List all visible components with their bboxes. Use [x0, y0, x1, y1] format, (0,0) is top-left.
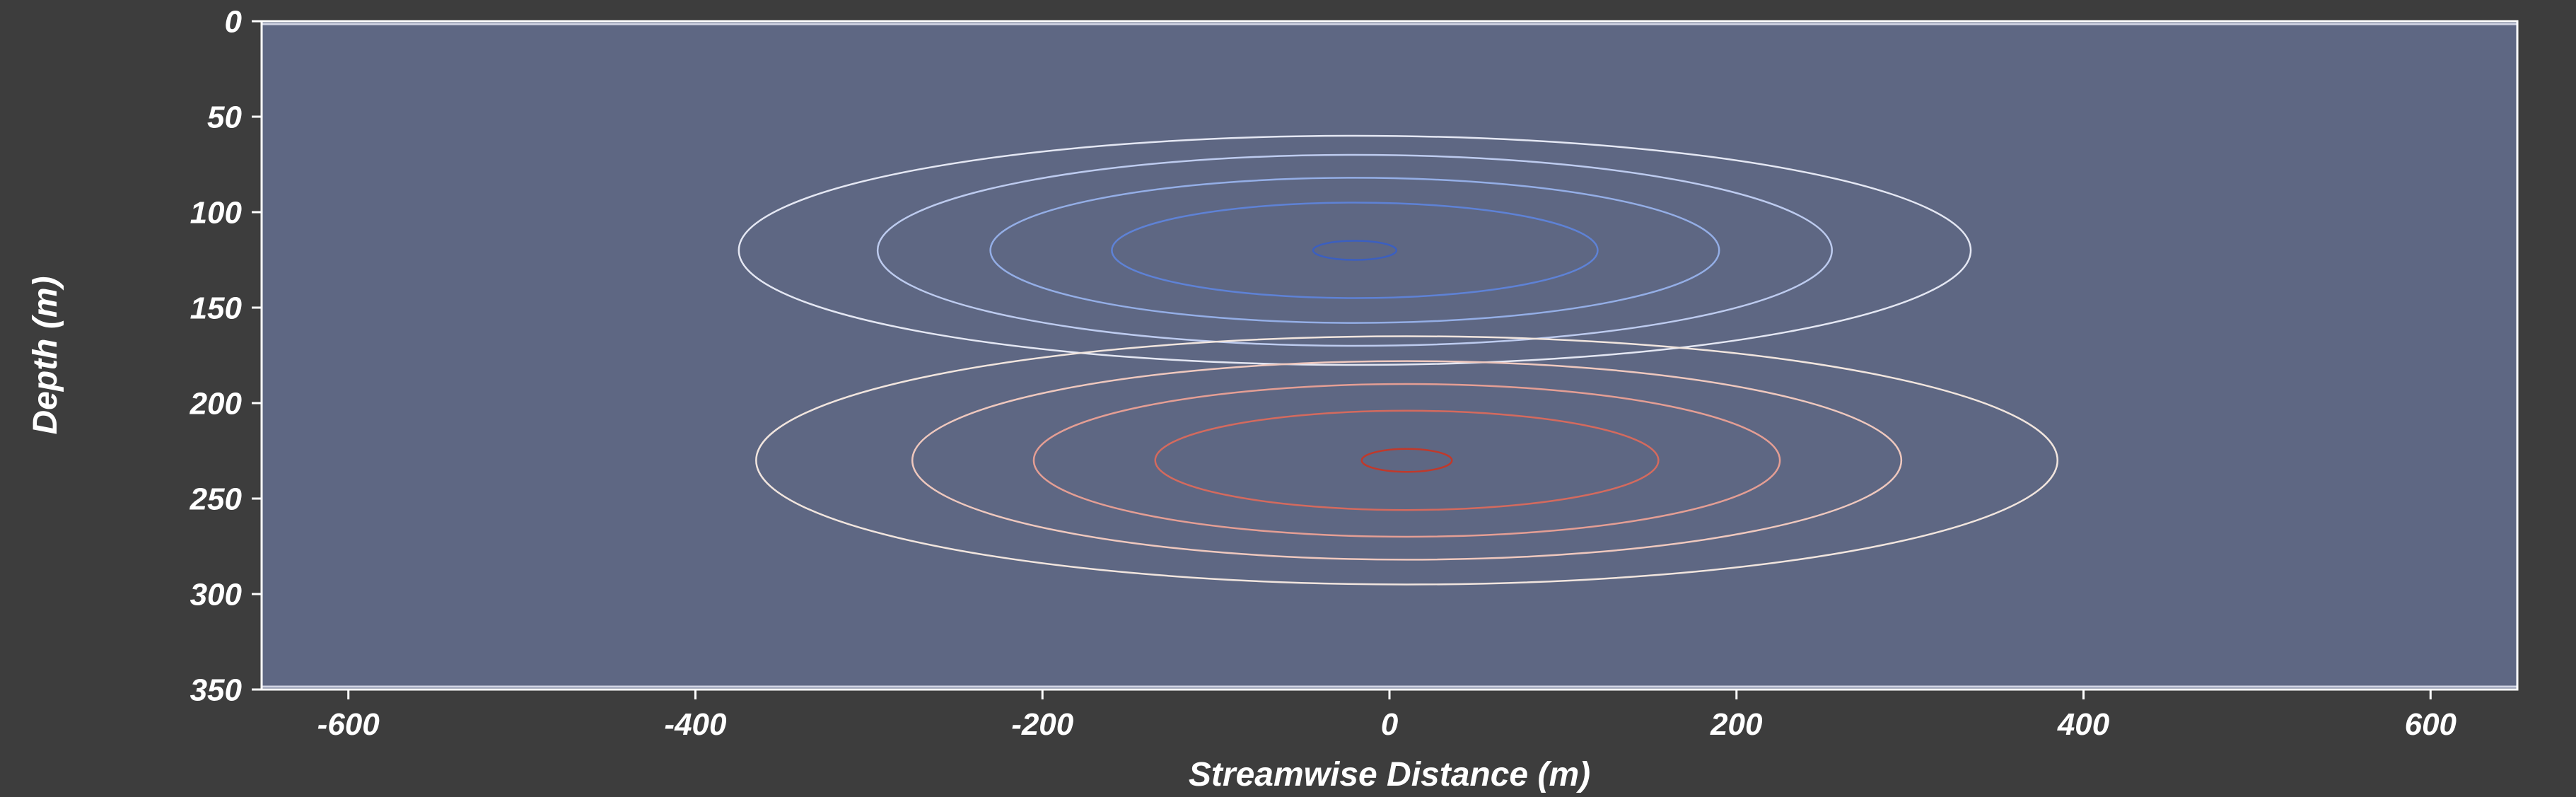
- ytick-label: 0: [225, 4, 243, 39]
- x-axis-label: Streamwise Distance (m): [1189, 756, 1590, 793]
- contour-chart: -600 -400 -200 0 200 400 600 0 50 100 150 200 250 300…: [0, 0, 2576, 797]
- xtick-label: 0: [1381, 707, 1399, 742]
- ytick-label: 50: [207, 100, 242, 134]
- plot-area: [262, 21, 2517, 690]
- ytick-label: 250: [190, 482, 243, 516]
- xtick-label: -400: [664, 707, 727, 742]
- ytick-label: 100: [190, 195, 243, 230]
- ytick-label: 350: [190, 673, 243, 707]
- xtick-label: 200: [1710, 707, 1763, 742]
- xtick-label: 600: [2405, 707, 2457, 742]
- ytick-label: 150: [190, 291, 243, 325]
- xtick-label: -200: [1011, 707, 1074, 742]
- xtick-label: 400: [2057, 707, 2110, 742]
- xtick-label: -600: [317, 707, 380, 742]
- ytick-label: 300: [190, 577, 243, 612]
- figure-container: -600 -400 -200 0 200 400 600 0 50 100 150 200 250 300…: [0, 0, 2576, 797]
- ytick-label: 200: [190, 386, 243, 421]
- y-axis-label: Depth (m): [27, 277, 64, 435]
